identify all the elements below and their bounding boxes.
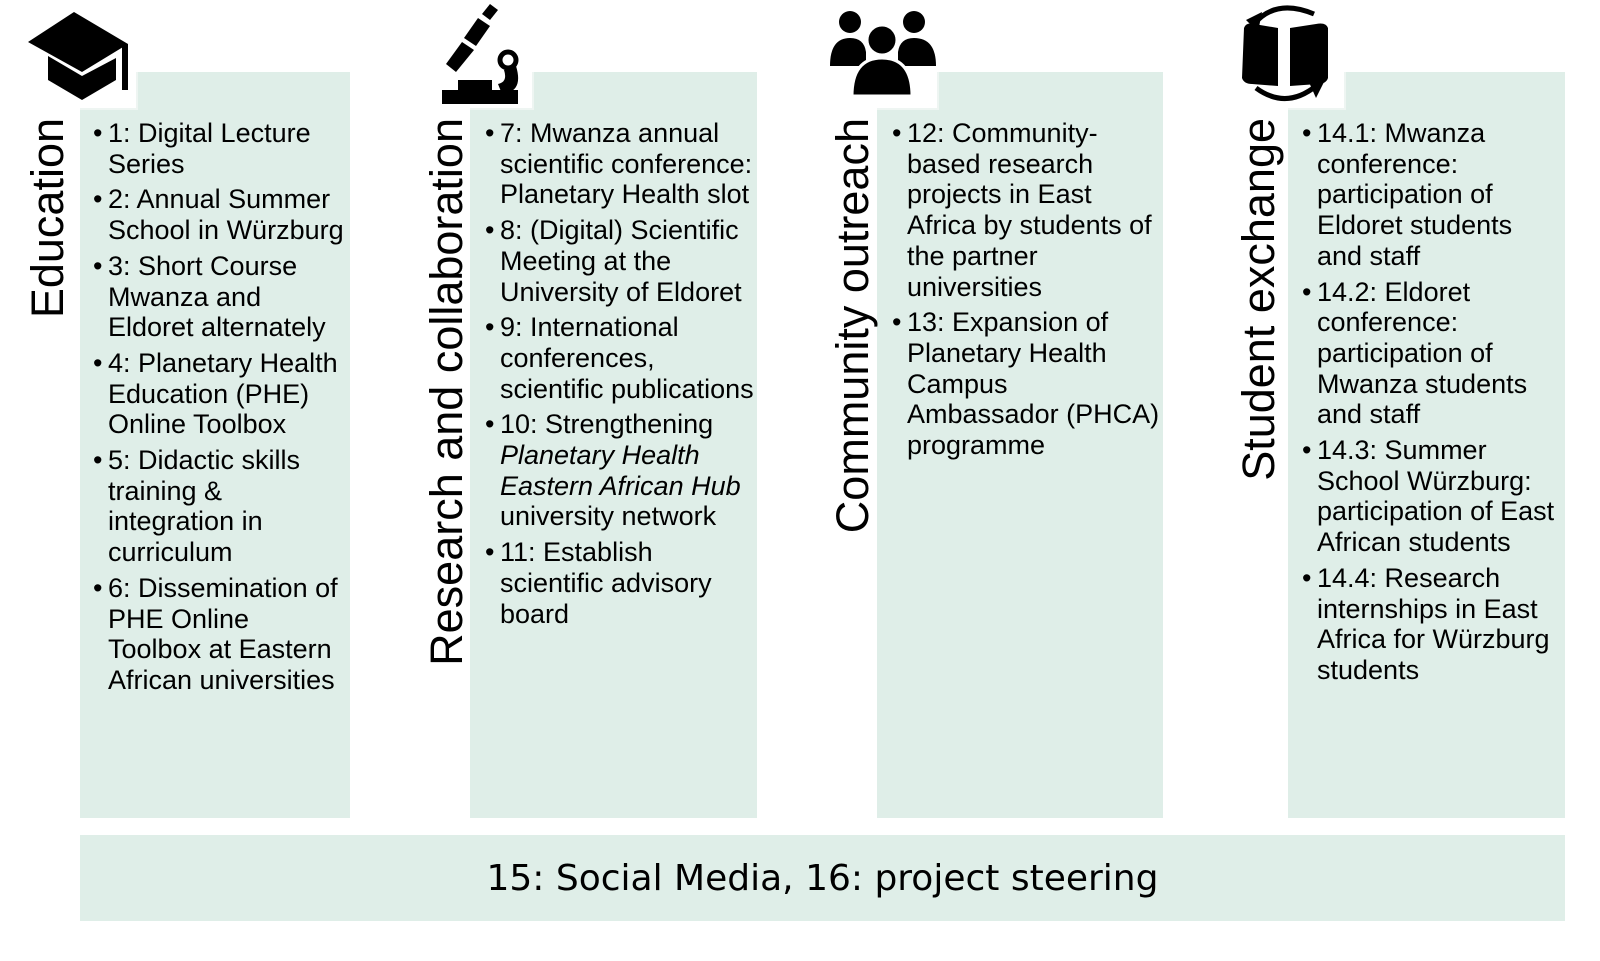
list-item: 12: Community-based research projects in… <box>892 118 1162 302</box>
education-list: 1: Digital Lecture Series 2: Annual Summ… <box>93 118 348 701</box>
list-item: 2: Annual Summer School in Würzburg <box>93 184 348 245</box>
student-exchange-list: 14.1: Mwanza conference: participation o… <box>1302 118 1564 691</box>
research-list: 7: Mwanza annual scientific conference: … <box>485 118 755 634</box>
education-title: Education <box>22 118 73 319</box>
footer-text: 15: Social Media, 16: project steering <box>486 857 1159 899</box>
people-group-icon <box>830 11 936 98</box>
list-item: 9: International conferences, scientific… <box>485 312 755 404</box>
list-item: 6: Dissemination of PHE Online Toolbox a… <box>93 573 348 696</box>
list-item: 14.4: Research internships in East Afric… <box>1302 563 1564 686</box>
list-item: 5: Didactic skills training & integratio… <box>93 445 348 568</box>
list-item: 14.3: Summer School Würzburg: participat… <box>1302 435 1564 558</box>
exchange-book-icon <box>1242 5 1328 101</box>
list-item: 7: Mwanza annual scientific conference: … <box>485 118 755 210</box>
list-item: 3: Short Course Mwanza and Eldoret alter… <box>93 251 348 343</box>
list-item: 4: Planetary Health Education (PHE) Onli… <box>93 348 348 440</box>
hub-name: Planetary Health Eastern African Hub <box>500 440 741 501</box>
footer-bar: 15: Social Media, 16: project steering <box>80 835 1565 921</box>
list-item: 14.1: Mwanza conference: participation o… <box>1302 118 1564 272</box>
list-item: 11: Establish scientific advisory board <box>485 537 755 629</box>
graduation-cap-icon <box>28 12 128 100</box>
list-item: 14.2: Eldoret conference: participation … <box>1302 277 1564 431</box>
microscope-icon <box>442 4 519 104</box>
student-exchange-title: Student exchange <box>1233 118 1284 481</box>
list-item: 10: Strengthening Planetary Health Easte… <box>485 409 755 532</box>
list-item: 1: Digital Lecture Series <box>93 118 348 179</box>
list-item: 13: Expansion of Planetary Health Campus… <box>892 307 1162 461</box>
item-text: 10: Strengthening <box>500 409 714 440</box>
list-item: 8: (Digital) Scientific Meeting at the U… <box>485 215 755 307</box>
research-title: Research and collaboration <box>421 118 472 666</box>
item-text: university network <box>500 501 717 532</box>
community-list: 12: Community-based research projects in… <box>892 118 1162 466</box>
community-title: Community outreach <box>827 118 878 534</box>
